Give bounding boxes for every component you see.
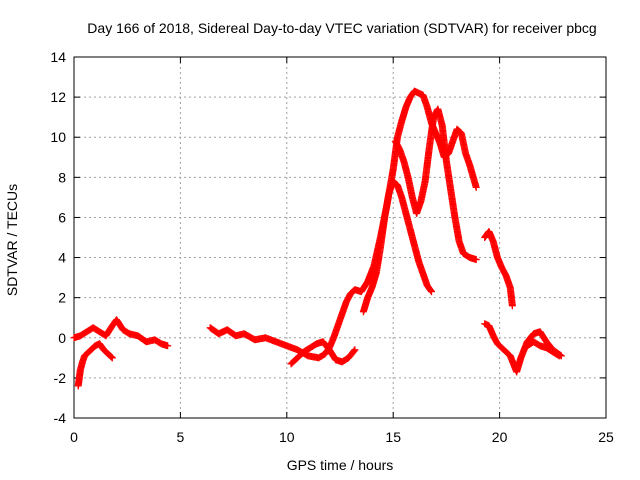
series-SDTVAR-track-e bbox=[359, 177, 436, 316]
data-point bbox=[554, 351, 562, 359]
data-point bbox=[108, 354, 116, 362]
data-marks bbox=[70, 87, 565, 390]
chart-title: Day 166 of 2018, Sidereal Day-to-day VTE… bbox=[87, 20, 596, 36]
y-tick-label: 8 bbox=[58, 169, 66, 185]
y-tick-label: -2 bbox=[54, 370, 67, 386]
x-axis-label: GPS time / hours bbox=[287, 457, 394, 473]
data-point bbox=[428, 288, 436, 296]
data-point bbox=[427, 287, 435, 295]
series-SDTVAR-track-c bbox=[206, 87, 480, 362]
x-tick-label: 0 bbox=[70, 429, 78, 445]
y-tick-label: 14 bbox=[50, 49, 66, 65]
data-point bbox=[164, 342, 172, 350]
y-tick-label: 6 bbox=[58, 209, 66, 225]
x-tick-label: 15 bbox=[385, 429, 401, 445]
plot-frame bbox=[73, 56, 607, 419]
y-tick-label: -4 bbox=[54, 410, 67, 426]
data-point bbox=[508, 302, 516, 310]
x-tick-label: 10 bbox=[279, 429, 295, 445]
series-SDTVAR-track-b bbox=[74, 340, 116, 390]
series-SDTVAR-track-a bbox=[70, 316, 172, 350]
x-tick-label: 20 bbox=[492, 429, 508, 445]
data-point bbox=[555, 352, 563, 360]
series-SDTVAR-track-d bbox=[287, 338, 359, 368]
y-tick-label: 0 bbox=[58, 330, 66, 346]
x-tick-label: 5 bbox=[177, 429, 185, 445]
data-point bbox=[472, 183, 480, 191]
data-point bbox=[472, 256, 480, 264]
y-tick-label: 2 bbox=[58, 290, 66, 306]
data-point bbox=[351, 346, 359, 354]
data-point bbox=[107, 353, 115, 361]
series-SDTVAR-track-g bbox=[481, 227, 516, 310]
data-point bbox=[350, 347, 358, 355]
series-SDTVAR-track-f bbox=[391, 105, 480, 264]
y-axis-label: SDTVAR / TECUs bbox=[4, 184, 20, 296]
y-tick-label: 4 bbox=[58, 250, 66, 266]
y-tick-label: 10 bbox=[50, 129, 66, 145]
grid-lines bbox=[74, 57, 606, 418]
y-tick-label: 12 bbox=[50, 89, 66, 105]
axis-ticks: 0 5 10 15 20 25 -4 -2 0 2 4 6 8 10 12 14 bbox=[50, 49, 614, 445]
x-tick-label: 25 bbox=[598, 429, 614, 445]
series-SDTVAR-track-i bbox=[523, 338, 563, 360]
